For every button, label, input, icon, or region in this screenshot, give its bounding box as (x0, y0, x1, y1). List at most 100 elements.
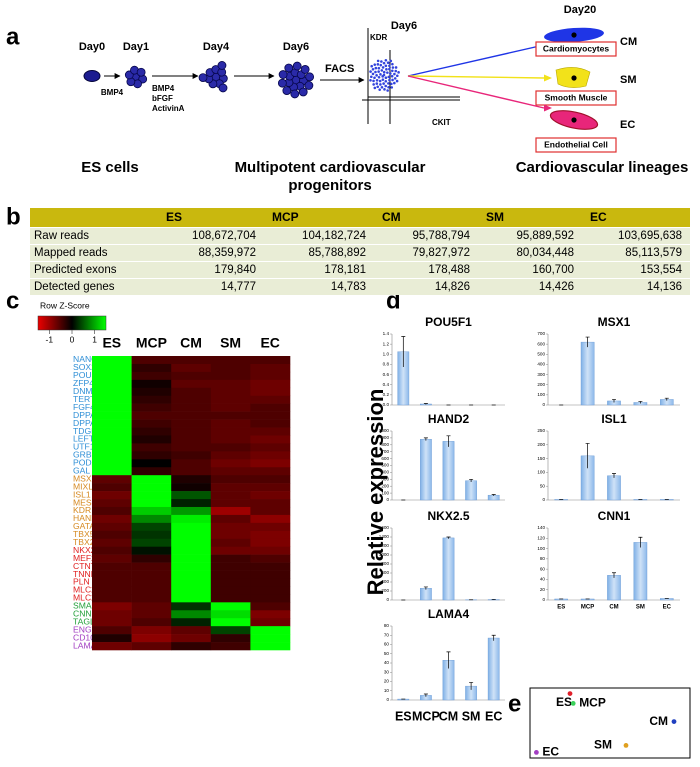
facs-dot (382, 61, 386, 65)
heatmap-cell (250, 403, 291, 412)
gene-label: KDR (73, 505, 91, 515)
facs-dot (390, 69, 394, 73)
gene-label: GATA4 (73, 521, 100, 531)
heatmap-cell (250, 578, 291, 587)
heatmap-cell (131, 467, 172, 476)
gene-label: MESP1 (73, 497, 102, 507)
heatmap-cell (171, 387, 212, 397)
heatmap-cell (131, 634, 172, 643)
cell (298, 87, 308, 97)
heatmap-cell (92, 562, 132, 571)
table-cell: 103,695,638 (618, 230, 682, 242)
y-tick-label: 300 (381, 477, 389, 482)
bar (633, 542, 648, 601)
error-bar (491, 634, 496, 641)
day-label: Day1 (123, 41, 149, 53)
heatmap-cell (92, 594, 132, 603)
facs-dot (377, 75, 381, 79)
row-label: Detected genes (34, 281, 115, 293)
facs-dot (370, 64, 373, 68)
day-label: Day6 (391, 20, 417, 32)
y-tick-label: 40 (540, 577, 546, 582)
error-bar (612, 572, 616, 578)
point (567, 691, 573, 696)
heatmap-cell (92, 387, 132, 397)
heatmap-cell (92, 554, 132, 563)
bar (442, 441, 455, 501)
cell (300, 65, 310, 74)
facs-axis: KDR (370, 33, 388, 42)
facs-dot (395, 74, 399, 78)
facs-dot (372, 83, 375, 86)
heatmap-cell (171, 451, 212, 460)
facs-dot (388, 78, 391, 82)
caption: Cardiovascular lineages (516, 159, 689, 176)
table-header: SM (486, 210, 504, 224)
error-bar (585, 443, 590, 469)
heatmap-cell (171, 419, 212, 428)
table-cell: 14,783 (331, 281, 366, 293)
point-label: EC (542, 745, 559, 759)
caption: ES cells (81, 159, 139, 176)
y-tick-label: 400 (381, 579, 389, 584)
x-tick-label: EC (663, 605, 672, 611)
heatmap-cell (250, 530, 291, 540)
heatmap-cell (92, 626, 132, 635)
heatmap-cell (171, 618, 212, 627)
heatmap-cell (250, 363, 291, 373)
table-cell: 104,182,724 (302, 230, 367, 242)
heatmap-cell (250, 610, 291, 619)
lineage-arrow (407, 75, 545, 79)
heatmap-cell (171, 578, 212, 587)
y-tick-label: 0.2 (383, 392, 390, 397)
heatmap-cell (131, 411, 172, 420)
y-tick-label: 0 (542, 597, 545, 602)
y-tick-label: 200 (537, 442, 545, 447)
facs-dot (378, 88, 381, 91)
heatmap-cell (131, 356, 172, 365)
y-tick-label: 1200 (379, 543, 390, 548)
heatmap-cell (131, 379, 172, 389)
facs-dot (393, 72, 396, 76)
error-bar (446, 651, 451, 669)
y-tick-label: 0 (386, 497, 389, 502)
heatmap-cell (92, 356, 132, 365)
heatmap-cell (210, 538, 251, 548)
heatmap-cell (210, 499, 251, 508)
heatmap-cell (210, 586, 251, 595)
chart-title: MSX1 (598, 315, 631, 329)
heatmap-cell (92, 467, 132, 476)
row-label: Predicted exons (34, 264, 117, 276)
heatmap-cell (92, 506, 132, 516)
error-bar (469, 478, 474, 483)
caption: progenitors (288, 177, 371, 194)
facs-dot (397, 71, 400, 74)
y-tick-label: 1400 (379, 534, 390, 539)
heatmap-cell (250, 634, 291, 643)
heatmap-cell (210, 634, 251, 643)
facs-dot (374, 70, 377, 74)
heatmap-cell (92, 363, 132, 373)
heatmap-cell (250, 451, 291, 460)
y-tick-label: 0 (542, 402, 545, 407)
x-tick-label: EC (485, 709, 502, 723)
table-cell: 95,889,592 (516, 230, 574, 242)
heatmap-cell (131, 594, 172, 603)
heatmap-cell (92, 451, 132, 460)
heatmap-cell (171, 554, 212, 563)
heatmap-cell (171, 586, 212, 595)
y-tick-label: 10 (384, 688, 390, 693)
table-cell: 179,840 (214, 264, 256, 276)
y-tick-label: 0 (386, 597, 389, 602)
facs-dot (385, 68, 388, 71)
heatmap-cell (210, 618, 251, 627)
x-tick-label: MCP (412, 709, 440, 723)
heatmap-cell (210, 602, 251, 611)
chart-title: LAMA4 (428, 607, 470, 621)
facs-dot (382, 82, 385, 85)
facs-dot (374, 66, 378, 70)
facs-dot (388, 67, 391, 71)
heatmap-cell (250, 514, 291, 524)
facs-dot (375, 78, 379, 82)
